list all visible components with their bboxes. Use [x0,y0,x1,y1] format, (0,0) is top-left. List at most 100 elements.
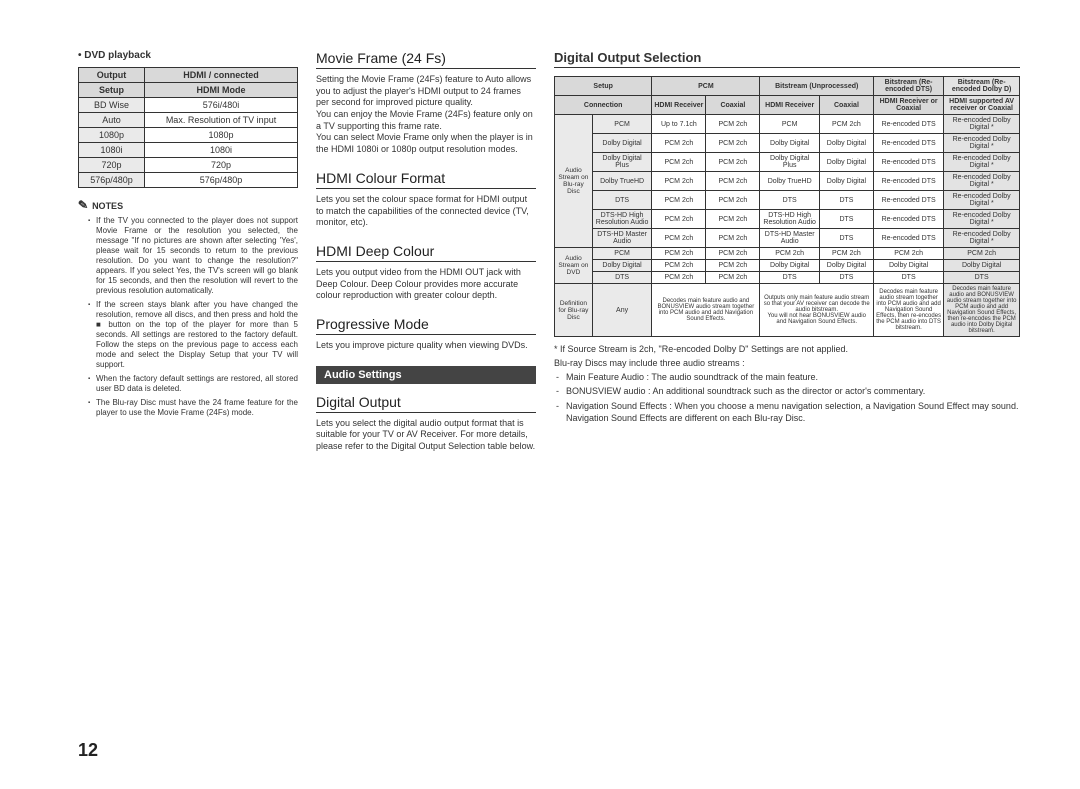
table-cell: DTS [819,272,873,284]
th-hdmi-av: HDMI supported AV receiver or Coaxial [944,96,1020,115]
table-cell: Re-encoded Dolby Digital * [944,153,1020,172]
table-cell: Decodes main feature audio and BONUSVIEW… [944,284,1020,337]
table-cell: PCM 2ch [706,260,760,272]
table-cell: DTS-HD High Resolution Audio [760,210,819,229]
table-cell: 1080i [145,143,298,158]
tbl-h-hdmi: HDMI / connected [145,68,298,83]
th-coax2: Coaxial [819,96,873,115]
table-cell: 576p/480p [79,173,145,188]
table-cell: Re-encoded Dolby Digital * [944,229,1020,248]
table-cell: PCM 2ch [652,134,706,153]
movie-frame-heading: Movie Frame (24 Fs) [316,50,536,69]
table-cell: PCM 2ch [652,172,706,191]
table-cell: PCM 2ch [706,210,760,229]
page-number: 12 [78,740,98,761]
table-cell: PCM 2ch [652,260,706,272]
digital-output-heading: Digital Output [316,394,536,413]
table-cell: PCM 2ch [819,115,873,134]
table-cell: Dolby Digital Plus [592,153,651,172]
table-cell: PCM 2ch [944,248,1020,260]
list-item: If the screen stays blank after you have… [88,300,298,370]
tbl-h-hdmimode: HDMI Mode [145,83,298,98]
table-cell: 1080p [79,128,145,143]
table-cell: PCM 2ch [652,191,706,210]
footnotes: * If Source Stream is 2ch, "Re-encoded D… [554,343,1020,424]
table-cell: Decodes main feature audio and BONUSVIEW… [652,284,760,337]
digital-output-selection-heading: Digital Output Selection [554,50,1020,68]
hdmi-deep-heading: HDMI Deep Colour [316,243,536,262]
table-cell: Dolby Digital [819,134,873,153]
list-item: The Blu-ray Disc must have the 24 frame … [88,398,298,418]
progressive-heading: Progressive Mode [316,316,536,335]
table-cell: Dolby Digital [819,172,873,191]
table-cell: Dolby TrueHD [760,172,819,191]
footnote-intro: Blu-ray Discs may include three audio st… [554,357,1020,369]
table-cell: PCM 2ch [706,172,760,191]
table-cell: DTS [819,191,873,210]
table-cell: Re-encoded Dolby Digital * [944,115,1020,134]
table-cell: PCM 2ch [652,210,706,229]
table-cell: Re-encoded Dolby Digital * [944,210,1020,229]
row-group-label: Audio Stream on DVD [555,248,593,284]
table-cell: 1080i [79,143,145,158]
row-group-label: Audio Stream on Blu-ray Disc [555,115,593,248]
th-pcm: PCM [652,77,760,96]
th-hdmi-coax: HDMI Receiver or Coaxial [873,96,943,115]
table-cell: DTS-HD High Resolution Audio [592,210,651,229]
audio-settings-banner: Audio Settings [316,366,536,384]
table-cell: PCM 2ch [706,229,760,248]
table-cell: Dolby Digital [760,260,819,272]
table-cell: DTS [592,191,651,210]
table-cell: PCM 2ch [652,229,706,248]
table-cell: PCM 2ch [706,191,760,210]
th-connection: Connection [555,96,652,115]
pencil-icon: ✎ [77,198,88,213]
table-cell: PCM [592,248,651,260]
table-cell: DTS [760,272,819,284]
table-cell: Max. Resolution of TV input [145,113,298,128]
table-cell: Re-encoded DTS [873,172,943,191]
table-cell: Dolby Digital [944,260,1020,272]
table-cell: 576i/480i [145,98,298,113]
table-cell: DTS [819,210,873,229]
table-cell: PCM 2ch [873,248,943,260]
table-cell: Dolby Digital [873,260,943,272]
th-hdmi-rec: HDMI Receiver [652,96,706,115]
table-cell: Re-encoded DTS [873,134,943,153]
hdmi-deep-text: Lets you output video from the HDMI OUT … [316,267,536,302]
table-cell: Auto [79,113,145,128]
th-bs-unproc: Bitstream (Unprocessed) [760,77,874,96]
tbl-h-setup: Setup [79,83,145,98]
footnote-item: Main Feature Audio : The audio soundtrac… [554,371,1020,383]
table-cell: PCM 2ch [706,272,760,284]
table-cell: Re-encoded DTS [873,210,943,229]
movie-frame-text: Setting the Movie Frame (24Fs) feature t… [316,74,536,156]
row-group-label: Definition for Blu-ray Disc [555,284,593,337]
footnote-star: * If Source Stream is 2ch, "Re-encoded D… [554,343,1020,355]
table-cell: Re-encoded Dolby Digital * [944,191,1020,210]
table-cell: PCM 2ch [706,134,760,153]
table-cell: PCM [760,115,819,134]
table-cell: 720p [79,158,145,173]
footnote-item: Navigation Sound Effects : When you choo… [554,400,1020,424]
table-cell: Dolby TrueHD [592,172,651,191]
th-hdmi-rec2: HDMI Receiver [760,96,819,115]
table-cell: Dolby Digital [592,134,651,153]
dvd-playback-label: DVD playback [78,50,298,61]
table-cell: PCM 2ch [706,153,760,172]
table-cell: Outputs only main feature audio stream s… [760,284,874,337]
table-cell: Dolby Digital Plus [760,153,819,172]
table-cell: DTS [819,229,873,248]
table-cell: Dolby Digital [760,134,819,153]
table-cell: BD Wise [79,98,145,113]
table-cell: Dolby Digital [819,260,873,272]
table-cell: DTS-HD Master Audio [592,229,651,248]
table-cell: Re-encoded Dolby Digital * [944,172,1020,191]
table-cell: Re-encoded DTS [873,115,943,134]
footnote-item: BONUSVIEW audio : An additional soundtra… [554,385,1020,397]
table-cell: DTS [592,272,651,284]
notes-label: ✎NOTES [78,198,298,212]
right-column: Digital Output Selection Setup PCM Bitst… [554,50,1020,467]
th-setup: Setup [555,77,652,96]
table-cell: PCM 2ch [706,248,760,260]
